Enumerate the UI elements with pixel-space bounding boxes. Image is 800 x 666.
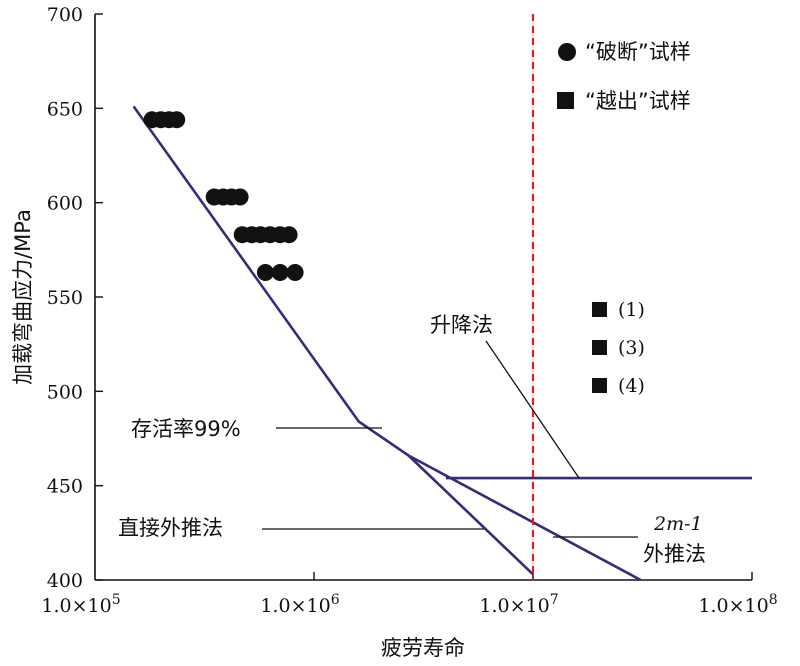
runout-square bbox=[592, 340, 607, 355]
fracture-point bbox=[286, 264, 304, 281]
runout-label: (4) bbox=[618, 375, 645, 397]
runout-label: (1) bbox=[618, 299, 645, 321]
fracture-points bbox=[143, 111, 304, 281]
x-ticks: 1.0×105 1.0×106 1.0×107 1.0×108 bbox=[41, 572, 778, 617]
legend-square-marker bbox=[557, 92, 574, 109]
y-tick-label: 450 bbox=[47, 476, 83, 498]
x-tick-label: 1.0×105 bbox=[41, 592, 120, 617]
annotation-2m1-line1: 2m-1 bbox=[653, 513, 703, 535]
y-tick-label: 700 bbox=[47, 4, 83, 26]
x-tick-label: 1.0×107 bbox=[479, 592, 558, 617]
fit-lines bbox=[132, 105, 752, 582]
fracture-point bbox=[256, 264, 274, 281]
fracture-point bbox=[231, 188, 249, 206]
legend-fracture-label: “破断”试样 bbox=[585, 40, 691, 64]
fit-line bbox=[132, 105, 534, 576]
x-tick-label: 1.0×106 bbox=[260, 592, 339, 617]
annotation-direct-extrapolation: 直接外推法 bbox=[118, 516, 223, 540]
x-axis-label: 疲劳寿命 bbox=[381, 636, 465, 660]
fracture-point bbox=[280, 226, 298, 244]
y-tick-label: 650 bbox=[47, 98, 83, 120]
fit-line bbox=[407, 454, 642, 582]
y-ticks: 400 450 500 550 600 650 700 bbox=[47, 4, 103, 592]
fracture-point bbox=[168, 111, 186, 129]
fracture-point bbox=[271, 264, 289, 281]
y-tick-label: 500 bbox=[47, 381, 83, 403]
legend: “破断”试样 “越出”试样 bbox=[557, 40, 691, 113]
runout-label: (3) bbox=[618, 337, 645, 359]
legend-circle-marker bbox=[558, 43, 576, 61]
y-tick-label: 400 bbox=[47, 570, 83, 592]
legend-runout-label: “越出”试样 bbox=[585, 89, 691, 113]
annotation-2m1-line2: 外推法 bbox=[643, 542, 706, 566]
annotation-updown-method: 升降法 bbox=[430, 313, 493, 337]
leader-updown-method bbox=[485, 340, 580, 479]
y-tick-label: 600 bbox=[47, 193, 83, 215]
runout-square bbox=[592, 378, 607, 393]
y-axis-label: 加载弯曲应力/MPa bbox=[11, 209, 35, 385]
annotation-survival-99: 存活率99% bbox=[131, 417, 241, 441]
x-tick-label: 1.0×108 bbox=[698, 592, 777, 617]
runout-markers: (1) (3) (4) bbox=[592, 299, 645, 397]
annotations: 存活率99% 直接外推法 升降法 2m-1 外推法 bbox=[118, 313, 706, 566]
runout-square bbox=[592, 302, 607, 317]
y-tick-label: 550 bbox=[47, 287, 83, 309]
